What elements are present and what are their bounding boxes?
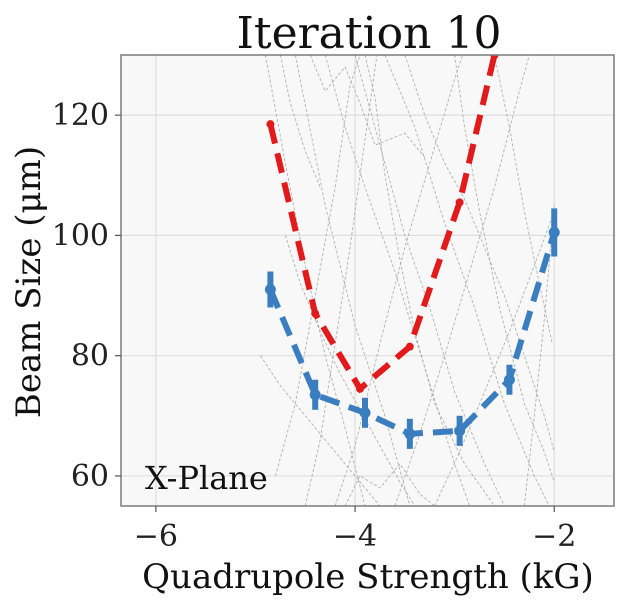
data-series — [264, 55, 560, 449]
background-trace-2 — [324, 55, 471, 506]
background-trace-1 — [294, 55, 411, 506]
background-trace-14 — [523, 205, 555, 506]
plot-frame — [120, 54, 615, 507]
background-trace-7 — [334, 55, 464, 506]
plane-annotation: X-Plane — [145, 459, 268, 497]
x-axis-label: Quadrupole Strength (kG) — [142, 557, 594, 597]
blue-series-point-3 — [404, 428, 416, 440]
background-trace-13 — [364, 55, 495, 506]
red-series-point-5 — [490, 55, 499, 59]
red-series-point-3 — [405, 342, 414, 351]
background-trace-6 — [274, 55, 361, 477]
background-trace-4 — [384, 55, 550, 506]
background-trace-11 — [454, 55, 555, 483]
y-tick-label-0: 60 — [71, 459, 109, 494]
x-tick-label-0: −6 — [134, 519, 178, 554]
plot-background — [121, 55, 614, 506]
red-series-point-1 — [311, 309, 320, 318]
background-trace-9 — [434, 211, 555, 506]
red-series-point-0 — [266, 120, 275, 129]
blue-series-point-4 — [454, 425, 466, 437]
background-trace-3 — [354, 55, 505, 506]
blue-series-point-6 — [548, 226, 560, 238]
blue-series-point-5 — [503, 374, 515, 386]
background-trace-10 — [284, 235, 416, 506]
x-tick-label-2: −2 — [532, 519, 576, 554]
background-trace-12 — [304, 55, 378, 506]
blue-series-point-0 — [264, 284, 276, 296]
background-trace-15 — [260, 355, 381, 506]
y-tick-label-2: 100 — [52, 218, 109, 253]
y-axis-label: Beam Size (μm) — [9, 146, 49, 418]
background-trace-17 — [404, 55, 555, 452]
red-series-point-4 — [455, 198, 464, 207]
red-series-line — [267, 55, 498, 394]
x-tick-label-1: −4 — [333, 519, 377, 554]
blue-series-point-2 — [359, 407, 371, 419]
grid — [121, 55, 614, 506]
red-series-point-2 — [356, 384, 365, 393]
chart-title: Iteration 10 — [237, 8, 502, 59]
y-tick-label-1: 80 — [71, 339, 109, 374]
y-tick-label-3: 120 — [52, 98, 109, 133]
axis-ticks: −6 −4 −2 60 80 100 120 — [52, 98, 577, 554]
background-trace-5 — [309, 55, 426, 158]
background-trace-18 — [344, 463, 436, 506]
blue-series-point-1 — [309, 389, 321, 401]
